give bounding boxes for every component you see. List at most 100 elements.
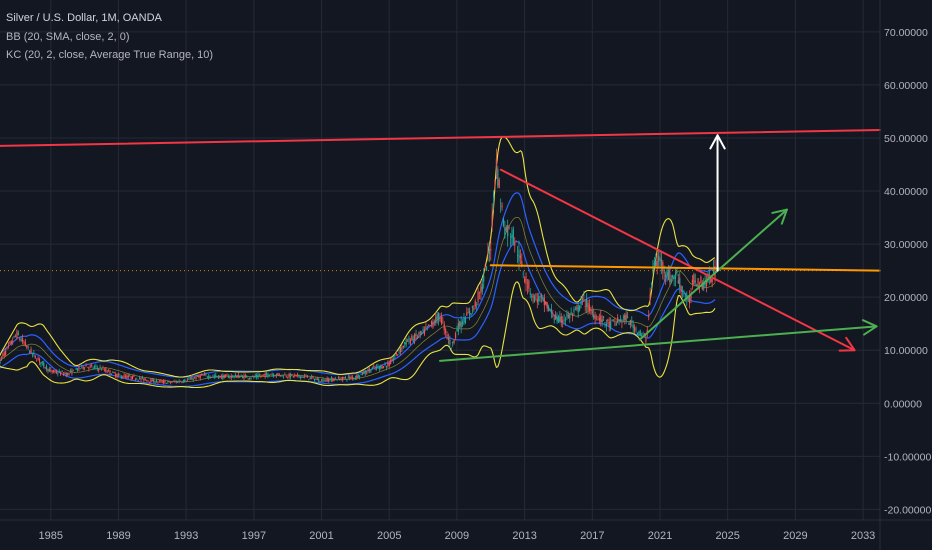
candle-body bbox=[95, 366, 97, 367]
candle-body bbox=[387, 363, 389, 365]
candle-body bbox=[202, 375, 204, 376]
candle-body bbox=[344, 377, 347, 379]
candle-body bbox=[251, 375, 254, 377]
candle-body bbox=[357, 374, 359, 378]
candle-body bbox=[309, 377, 311, 380]
candle-body bbox=[591, 311, 593, 314]
candle-body bbox=[689, 296, 691, 304]
keltner-channel-label[interactable]: KC (20, 2, close, Average True Range, 10… bbox=[6, 49, 214, 61]
candle-body bbox=[263, 374, 265, 376]
candle-body bbox=[419, 330, 421, 335]
candle-body bbox=[581, 297, 584, 300]
candle-body bbox=[205, 374, 207, 375]
candle-body bbox=[547, 306, 550, 312]
symbol-title[interactable]: Silver / U.S. Dollar, 1M, OANDA bbox=[6, 12, 162, 24]
orange-horizontal[interactable] bbox=[489, 264, 881, 272]
candle-body bbox=[244, 375, 246, 377]
candle-body bbox=[380, 365, 382, 369]
candle-body bbox=[477, 291, 479, 302]
candle-body bbox=[212, 375, 214, 377]
bollinger-bands-label[interactable]: BB (20, SMA, close, 2, 0) bbox=[6, 30, 130, 43]
candle-body bbox=[172, 381, 175, 382]
candle-body bbox=[436, 314, 438, 319]
candle-body bbox=[271, 374, 273, 376]
x-tick-label: 2009 bbox=[445, 530, 469, 542]
candle-body bbox=[545, 301, 547, 304]
candle-body bbox=[72, 369, 74, 371]
candle-body bbox=[587, 303, 589, 311]
candle-body bbox=[567, 315, 569, 318]
basis-line bbox=[0, 216, 716, 383]
candle-body bbox=[624, 315, 626, 320]
green-trendline[interactable] bbox=[439, 325, 878, 362]
candle-body bbox=[74, 372, 76, 374]
candle-body bbox=[377, 365, 379, 367]
candle-body bbox=[6, 347, 8, 348]
candle-body bbox=[2, 354, 4, 357]
candle-body bbox=[301, 376, 303, 378]
candle-body bbox=[340, 378, 342, 380]
candle-body bbox=[459, 321, 461, 327]
candle-body bbox=[557, 316, 560, 322]
red-trendline[interactable] bbox=[0, 129, 881, 147]
candle-body bbox=[474, 301, 476, 307]
candle-body bbox=[632, 325, 634, 329]
candle-body bbox=[579, 305, 581, 311]
candle-body bbox=[31, 353, 34, 355]
candle-body bbox=[639, 330, 641, 335]
candle-body bbox=[650, 282, 653, 285]
candle-body bbox=[648, 315, 650, 318]
candle-body bbox=[60, 372, 62, 375]
candle-body bbox=[316, 378, 318, 381]
candle-body bbox=[44, 367, 46, 368]
candle-body bbox=[536, 299, 538, 303]
candle-body bbox=[165, 383, 168, 384]
candle-body bbox=[264, 373, 266, 378]
candle-body bbox=[315, 378, 317, 380]
bollinger-upper-line bbox=[0, 135, 716, 378]
candle-body bbox=[490, 248, 492, 251]
candle-body bbox=[649, 294, 651, 299]
candle-body bbox=[422, 329, 424, 331]
candle-body bbox=[342, 376, 344, 381]
candle-body bbox=[210, 376, 213, 378]
candle-body bbox=[443, 323, 445, 331]
candle-body bbox=[397, 354, 399, 355]
candle-body bbox=[691, 279, 694, 284]
candle-body bbox=[62, 373, 65, 375]
candle-body bbox=[524, 278, 526, 282]
candle-body bbox=[382, 366, 385, 368]
candle-body bbox=[391, 358, 393, 362]
candle-body bbox=[261, 374, 263, 376]
candle-body bbox=[399, 347, 402, 353]
candle-body bbox=[50, 369, 52, 371]
red-trendline[interactable] bbox=[499, 168, 856, 352]
candle-body bbox=[670, 279, 672, 283]
candle-body bbox=[105, 368, 107, 372]
candle-body bbox=[549, 310, 551, 311]
candle-body bbox=[608, 321, 610, 327]
candle-body bbox=[679, 277, 681, 288]
candle-body bbox=[164, 381, 166, 383]
green-trendline[interactable] bbox=[638, 208, 788, 341]
candle-body bbox=[61, 371, 63, 373]
candle-body bbox=[223, 374, 225, 379]
candle-body bbox=[55, 371, 58, 374]
candle-body bbox=[646, 330, 648, 333]
candle-body bbox=[356, 375, 358, 379]
y-tick-label: 0.00000 bbox=[884, 398, 922, 410]
candle-body bbox=[272, 374, 275, 377]
candle-body bbox=[274, 375, 276, 377]
candle-body bbox=[580, 301, 582, 305]
candle-body bbox=[656, 260, 658, 266]
candle-body bbox=[333, 379, 335, 381]
candle-body bbox=[346, 379, 348, 381]
candle-body bbox=[593, 314, 595, 319]
trend-drawings[interactable] bbox=[0, 129, 881, 362]
candle-body bbox=[594, 315, 596, 320]
candle-body bbox=[694, 280, 696, 283]
candle-body bbox=[13, 335, 15, 337]
candle-body bbox=[683, 292, 685, 295]
y-tick-label: 30.00000 bbox=[884, 239, 928, 251]
